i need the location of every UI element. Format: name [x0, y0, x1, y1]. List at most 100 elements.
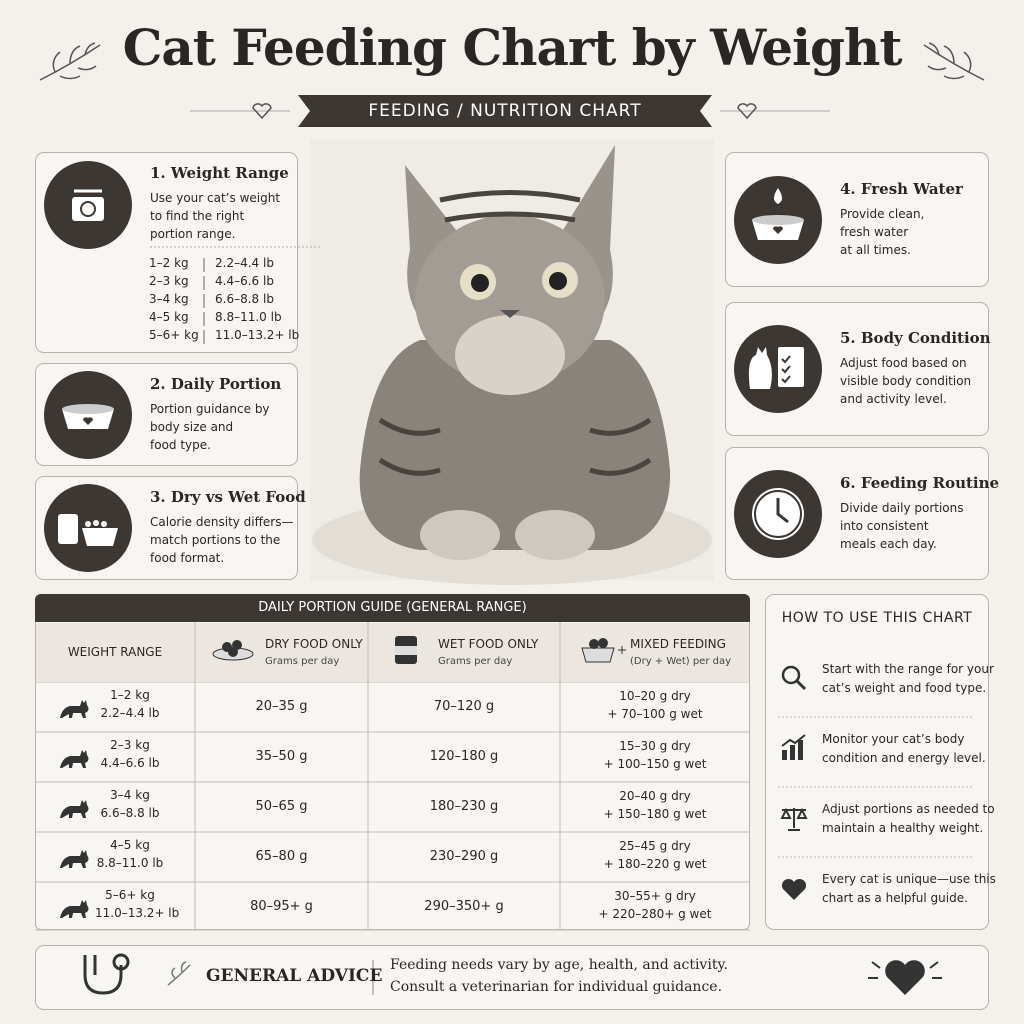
subtitle: FEEDING / NUTRITION CHART: [368, 101, 642, 121]
row-wet: 290–350+ g: [424, 899, 504, 914]
separator: [203, 258, 205, 272]
weight-lb: 6.6–8.8 lb: [215, 292, 274, 306]
icon-part: [62, 403, 114, 414]
icon-part: [778, 347, 804, 387]
icon-part: [781, 355, 791, 384]
row-mixed: 20–40 g dry: [619, 789, 691, 803]
column-icon: [581, 638, 626, 663]
cat-silhouette: [60, 850, 89, 868]
column-icon: [212, 640, 254, 661]
icon-part: [83, 416, 93, 425]
card-title: 4. Fresh Water: [840, 179, 963, 198]
card-text: visible body condition: [840, 374, 972, 388]
row-lb: 4.4–6.6 lb: [100, 756, 160, 770]
howto-text: Monitor your cat’s body: [822, 732, 965, 746]
row-mixed: 10–20 g dry: [619, 689, 691, 703]
card-text: food type.: [150, 437, 211, 452]
icon-part: [780, 807, 808, 831]
row-mixed: + 180–220 g wet: [603, 857, 707, 871]
howto-text: Every cat is unique—use this: [822, 872, 996, 886]
icon-part: [395, 646, 417, 655]
howto-icon: [780, 807, 808, 831]
howto-title: HOW TO USE THIS CHART: [781, 610, 973, 626]
card-text: body size and: [150, 419, 234, 434]
icon-part: [395, 636, 417, 664]
column-subtitle: Grams per day: [438, 656, 513, 667]
column-title: WEIGHT RANGE: [67, 645, 163, 659]
card-text: Adjust food based on: [840, 356, 967, 370]
icon-part: [752, 187, 804, 240]
icon-part: [754, 489, 802, 538]
card-text: match portions to the: [150, 533, 281, 547]
icon-part: [581, 638, 626, 663]
icon-part: [112, 953, 130, 971]
card-text: and activity level.: [840, 392, 947, 406]
column-title: MIXED FEEDING: [630, 637, 726, 651]
separator: [203, 330, 205, 344]
card-text: at all times.: [840, 242, 911, 257]
cat-illustration: [310, 140, 714, 585]
separator: [203, 312, 205, 326]
howto-text: cat’s weight and food type.: [822, 681, 987, 695]
weight-kg: 3–4 kg: [149, 292, 189, 306]
row-kg: 3–4 kg: [110, 788, 150, 802]
icon-part: [36, 623, 749, 682]
advice-text: Feeding needs vary by age, health, and a…: [390, 957, 728, 973]
row-kg: 2–3 kg: [110, 738, 150, 752]
row-wet: 120–180 g: [429, 749, 499, 764]
advice-box: [35, 945, 989, 1010]
icon-part: [60, 700, 89, 718]
divider: [150, 246, 320, 248]
cat-silhouette: [60, 750, 89, 768]
weight-lb: 8.8–11.0 lb: [215, 310, 282, 324]
weight-kg: 2–3 kg: [149, 274, 189, 288]
row-dry: 50–65 g: [255, 799, 308, 814]
icon-part: [781, 878, 807, 900]
icon-part: [598, 638, 608, 648]
icon-part: [72, 197, 104, 221]
row-mixed: + 220–280+ g wet: [598, 907, 712, 921]
howto-icon: [781, 878, 807, 900]
icon-part: [93, 520, 99, 526]
card-icon: [44, 161, 132, 249]
row-lb: 2.2–4.4 lb: [100, 706, 160, 720]
divider: [778, 716, 974, 718]
row-dry: 20–35 g: [255, 699, 308, 714]
icon-part: [748, 347, 772, 389]
icon-part: [72, 189, 104, 221]
column-subtitle: Grams per day: [265, 656, 340, 667]
howto-text: Adjust portions as needed to: [822, 802, 995, 816]
icon-part: [62, 403, 114, 429]
icon-part: [776, 497, 789, 523]
card-text: meals each day.: [840, 536, 937, 551]
howto-text: chart as a helpful guide.: [822, 891, 968, 905]
icon-part: [228, 647, 238, 657]
row-kg: 1–2 kg: [110, 688, 150, 702]
separator: [203, 294, 205, 308]
icon-part: [795, 679, 807, 691]
icon-part: [885, 960, 925, 995]
card-text: portion range.: [150, 227, 236, 241]
icon-part: [60, 800, 89, 818]
icon-part: [167, 961, 191, 986]
row-dry: 35–50 g: [255, 749, 308, 764]
divider: [778, 856, 974, 858]
card-icon: [44, 370, 132, 459]
icon-part: [85, 521, 91, 527]
card-icon: [734, 469, 822, 558]
weight-lb: 2.2–4.4 lb: [215, 256, 274, 270]
icon-part: [781, 734, 806, 747]
icon-part: [58, 514, 78, 544]
row-kg: 5–6+ kg: [105, 888, 155, 902]
row-wet: 70–120 g: [433, 699, 495, 714]
icon-part: [618, 646, 626, 654]
icon-part: [58, 514, 118, 546]
row-mixed: 30–55+ g dry: [614, 889, 696, 903]
card-text: Portion guidance by: [150, 401, 270, 416]
icon-part: [83, 955, 123, 995]
card-icon: [734, 175, 822, 264]
row-dry: 80–95+ g: [250, 899, 313, 914]
row-lb: 6.6–8.8 lb: [100, 806, 160, 820]
card-text: Divide daily portions: [840, 500, 964, 515]
